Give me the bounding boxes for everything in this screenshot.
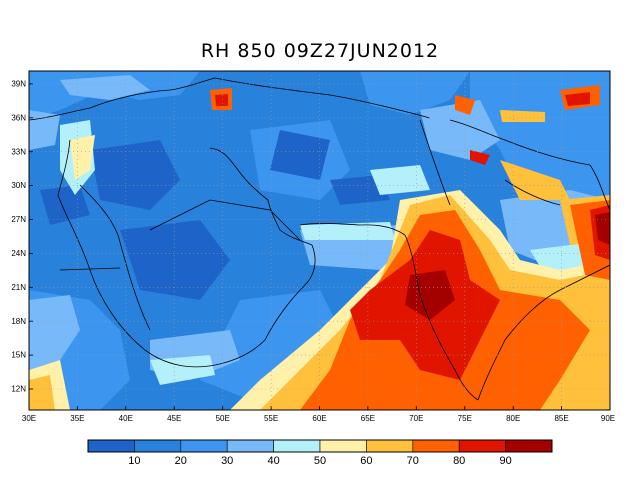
- colorbar-label: 40: [267, 455, 279, 467]
- colorbar-label: 60: [360, 455, 372, 467]
- colorbar-label: 50: [314, 455, 326, 467]
- colorbar-swatch: [366, 439, 414, 453]
- colorbar: 10 20 30 40 50 60 70 80 90: [87, 439, 553, 467]
- colorbar-swatch: [458, 439, 506, 453]
- colorbar-frame: [87, 439, 553, 453]
- colorbar-swatch: [226, 439, 274, 453]
- gridlines: [29, 71, 610, 410]
- colorbar-label: 20: [175, 455, 187, 467]
- lon-label: 45E: [167, 414, 181, 423]
- lon-label: 65E: [361, 414, 375, 423]
- lat-label: 36N: [11, 113, 26, 122]
- lat-label: 30N: [11, 181, 26, 190]
- colorbar-label: 30: [221, 455, 233, 467]
- tick-marks: [28, 83, 611, 410]
- lat-label: 33N: [11, 147, 26, 156]
- colorbar-swatch: [412, 439, 460, 453]
- lon-label: 90E: [601, 414, 615, 423]
- lat-label: 21N: [11, 283, 26, 292]
- rh-field: [29, 71, 610, 410]
- lat-label: 18N: [11, 317, 26, 326]
- colorbar-swatch: [180, 439, 228, 453]
- lon-label: 60E: [312, 414, 326, 423]
- lon-label: 30E: [22, 414, 36, 423]
- map-title: RH 850 09Z27JUN2012: [200, 40, 440, 62]
- colorbar-label: 90: [499, 455, 511, 467]
- colorbar-swatch: [273, 439, 321, 453]
- lon-labels: 30E 35E 40E 45E 50E 55E 60E 65E 70E 75E …: [22, 414, 615, 423]
- colorbar-swatches: [87, 439, 553, 453]
- lon-label: 40E: [119, 414, 133, 423]
- lon-label: 75E: [458, 414, 472, 423]
- lat-label: 15N: [11, 351, 26, 360]
- colorbar-swatch: [319, 439, 367, 453]
- lon-label: 85E: [554, 414, 568, 423]
- lat-label: 12N: [11, 385, 26, 394]
- lon-label: 35E: [70, 414, 84, 423]
- lat-label: 39N: [11, 80, 26, 89]
- colorbar-swatch: [87, 439, 135, 453]
- colorbar-swatch: [505, 439, 553, 453]
- lon-label: 55E: [264, 414, 278, 423]
- lat-label: 27N: [11, 215, 26, 224]
- colorbar-label: 70: [407, 455, 419, 467]
- lat-labels: 39N 36N 33N 30N 27N 24N 21N 18N 15N 12N: [11, 80, 26, 394]
- lat-label: 24N: [11, 249, 26, 258]
- lon-label: 50E: [216, 414, 230, 423]
- lon-label: 80E: [506, 414, 520, 423]
- lon-label: 70E: [409, 414, 423, 423]
- colorbar-swatch: [134, 439, 182, 453]
- colorbar-label: 10: [128, 455, 140, 467]
- colorbar-label: 80: [453, 455, 465, 467]
- coastlines: [29, 77, 610, 401]
